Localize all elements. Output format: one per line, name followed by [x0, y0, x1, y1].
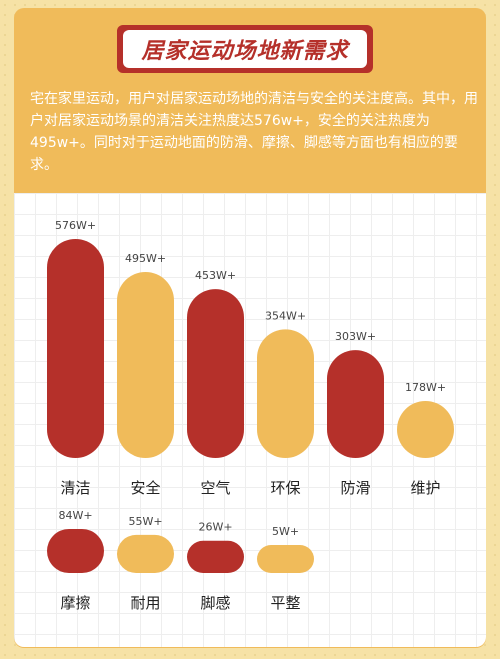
bar-空气	[187, 289, 244, 458]
category-label: 摩擦	[60, 594, 90, 612]
data-label: 5W+	[272, 525, 299, 538]
bar-平整	[257, 545, 314, 573]
bar-摩擦	[47, 529, 104, 573]
data-label: 576W+	[55, 219, 96, 232]
data-label: 178W+	[405, 381, 446, 394]
bar-脚感	[187, 540, 244, 573]
data-label: 453W+	[195, 269, 236, 282]
bar-环保	[257, 329, 314, 458]
bar-防滑	[327, 350, 384, 458]
title-box: 居家运动场地新需求	[123, 30, 367, 68]
category-label: 脚感	[200, 594, 230, 612]
data-label: 495W+	[125, 252, 166, 265]
category-label: 清洁	[60, 479, 90, 497]
data-label: 55W+	[128, 515, 162, 528]
category-label: 平整	[270, 594, 300, 612]
category-label: 安全	[130, 479, 160, 497]
category-label: 环保	[270, 479, 300, 497]
bar-耐用	[117, 534, 174, 573]
data-label: 84W+	[58, 509, 92, 522]
bar-清洁	[47, 239, 104, 458]
category-label: 耐用	[130, 594, 160, 612]
bar-安全	[117, 271, 174, 458]
category-label: 空气	[200, 479, 230, 497]
category-label: 防滑	[340, 479, 370, 497]
description-text: 宅在家里运动，用户对居家运动场地的清洁与安全的关注度高。其中，用户对居家运动场景…	[30, 91, 478, 173]
page-title: 居家运动场地新需求	[141, 39, 349, 64]
category-label: 维护	[410, 479, 440, 497]
bar-维护	[397, 401, 454, 458]
data-label: 26W+	[198, 521, 232, 534]
data-label: 354W+	[265, 309, 306, 322]
data-label: 303W+	[335, 330, 376, 343]
